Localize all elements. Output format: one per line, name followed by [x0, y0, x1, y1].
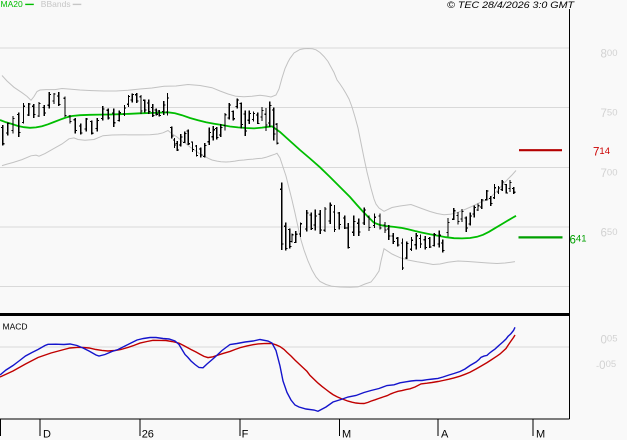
svg-text:641: 641 [570, 234, 587, 247]
svg-text:M: M [342, 428, 351, 440]
svg-text:© TEC 28/4/2026 3:0 GMT: © TEC 28/4/2026 3:0 GMT [447, 0, 575, 11]
svg-text:BBands: BBands [41, 0, 71, 9]
svg-text:005: 005 [601, 334, 618, 347]
svg-text:700: 700 [601, 167, 618, 180]
svg-text:D: D [43, 428, 51, 440]
svg-text:714: 714 [593, 146, 610, 159]
svg-text:MACD: MACD [3, 322, 28, 332]
svg-text:M: M [536, 428, 545, 440]
svg-text:750: 750 [601, 107, 618, 120]
svg-text:-005: -005 [596, 359, 616, 372]
svg-text:800: 800 [601, 48, 618, 61]
svg-text:F: F [242, 428, 249, 440]
svg-text:26: 26 [142, 428, 154, 440]
svg-text:A: A [441, 428, 449, 440]
svg-text:MA20: MA20 [1, 0, 23, 9]
svg-text:650: 650 [601, 227, 618, 240]
